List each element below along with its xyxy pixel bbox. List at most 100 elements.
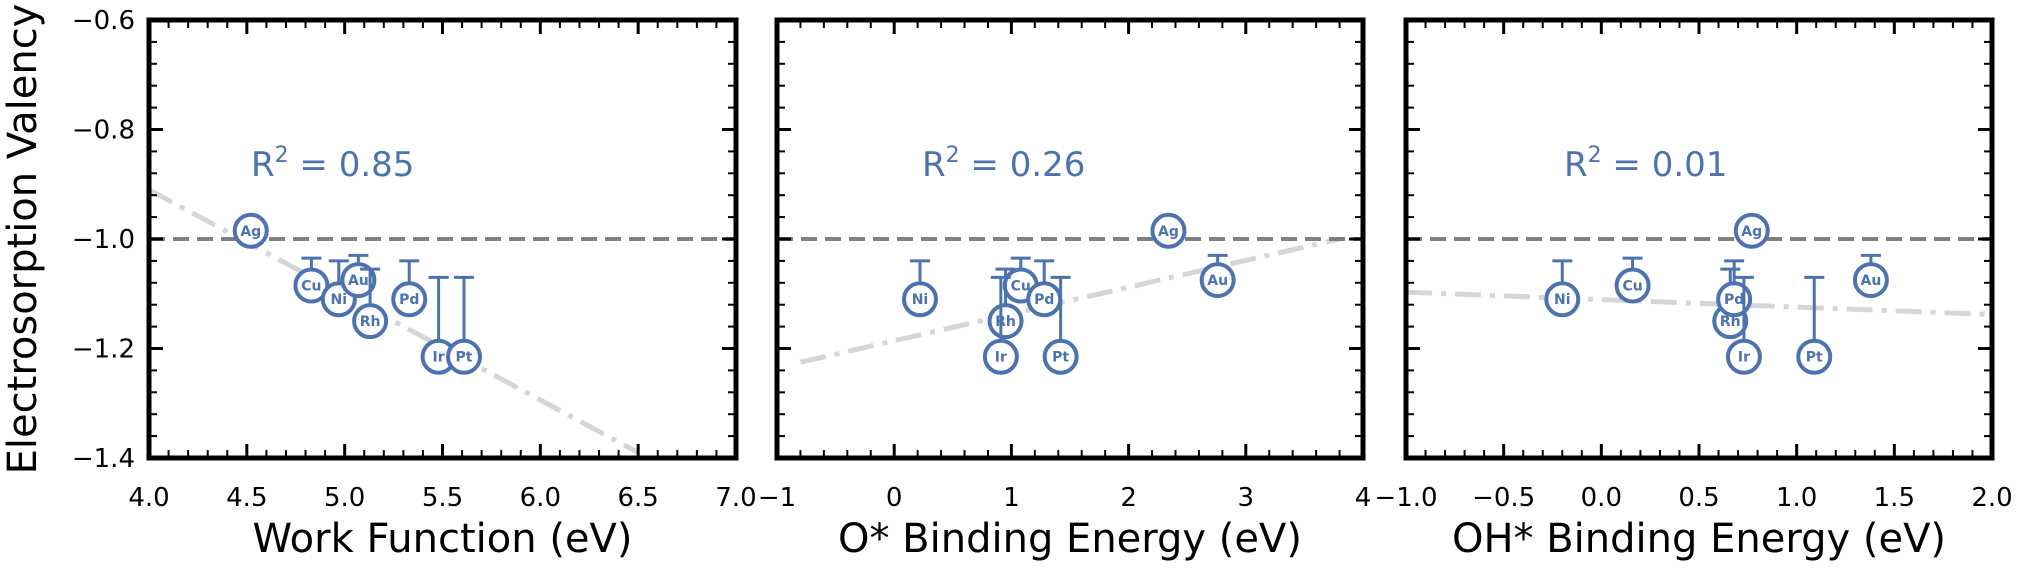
point-marker bbox=[1614, 267, 1651, 304]
point-marker bbox=[1733, 212, 1770, 249]
r2-annotation: R2 = 0.26 bbox=[922, 143, 1085, 185]
x-axis-label: O* Binding Energy (eV) bbox=[838, 516, 1302, 562]
data-point-pd: Pd bbox=[391, 259, 428, 318]
data-point-pt: Pt bbox=[1796, 275, 1833, 375]
point-label: Cu bbox=[1622, 279, 1642, 295]
y-tick-label: −0.8 bbox=[72, 116, 135, 146]
x-tick-label: −0.5 bbox=[1472, 483, 1535, 513]
panel-3: Ag Au Ni Cu Rh Pd Ir Pt R2 = 0.01 −1.0 −0.5 0.0 0.5 1… bbox=[1374, 17, 2013, 562]
point-label: Pd bbox=[399, 292, 419, 308]
data-point-cu: Cu bbox=[1614, 256, 1651, 304]
point-marker bbox=[352, 303, 389, 340]
x-tick-label: 1 bbox=[1003, 483, 1020, 513]
point-marker bbox=[901, 281, 938, 318]
x-axis-label: Work Function (eV) bbox=[252, 516, 632, 562]
point-label: Pd bbox=[1724, 292, 1744, 308]
point-label: Cu bbox=[1011, 279, 1031, 295]
y-axis-label: Electrosorption Valency bbox=[0, 4, 46, 475]
point-marker bbox=[1852, 262, 1889, 299]
data-point-ag: Ag bbox=[1733, 212, 1770, 249]
x-tick-label: 0 bbox=[886, 483, 903, 513]
x-tick-label: 5.5 bbox=[422, 483, 463, 513]
y-tick-label: −1.4 bbox=[72, 444, 135, 474]
data-point-ir: Ir bbox=[982, 275, 1019, 375]
data-point-cu: Cu bbox=[293, 256, 330, 304]
point-marker bbox=[232, 212, 269, 249]
point-label: Au bbox=[348, 273, 369, 289]
y-tick-label: −1.2 bbox=[72, 335, 135, 365]
axes-frame bbox=[1403, 17, 1995, 461]
data-point-ni: Ni bbox=[901, 259, 938, 318]
data-point-au: Au bbox=[1199, 253, 1236, 299]
point-label: Ir bbox=[433, 350, 445, 366]
x-tick-label: −1 bbox=[758, 483, 796, 513]
point-label: Ir bbox=[995, 350, 1007, 366]
point-label: Ir bbox=[1738, 350, 1750, 366]
x-axis-label: OH* Binding Energy (eV) bbox=[1452, 516, 1946, 562]
point-marker bbox=[1544, 281, 1581, 318]
x-tick-label: 5.0 bbox=[324, 483, 365, 513]
point-label: Ag bbox=[1741, 224, 1762, 240]
point-marker bbox=[340, 262, 377, 299]
plot-area: Ag Au Ni Cu Rh Pd Ir Pt bbox=[1406, 212, 1992, 375]
point-label: Ni bbox=[1554, 292, 1571, 308]
data-point-ag: Ag bbox=[232, 212, 269, 249]
point-label: Pt bbox=[1806, 350, 1823, 366]
data-point-rh: Rh bbox=[352, 267, 389, 340]
data-point-pd: Pd bbox=[1716, 259, 1753, 318]
axes-frame bbox=[146, 17, 739, 461]
r2-annotation: R2 = 0.85 bbox=[251, 143, 414, 185]
point-marker bbox=[1796, 338, 1833, 375]
point-label: Rh bbox=[995, 314, 1016, 330]
panel-2: Ag Au Ni Cu Rh Pd Ir Pt R2 = 0.26 −1 0 1 2 3 4 O* Bindi… bbox=[758, 17, 1372, 562]
point-label: Ni bbox=[331, 292, 348, 308]
axes-frame bbox=[774, 17, 1366, 461]
point-marker bbox=[446, 338, 483, 375]
x-tick-label: 0.0 bbox=[1581, 483, 1622, 513]
fit-line bbox=[799, 236, 1341, 365]
x-tick-label: 0.5 bbox=[1678, 483, 1719, 513]
x-tick-label: 1.0 bbox=[1776, 483, 1817, 513]
r2-annotation: R2 = 0.01 bbox=[1564, 143, 1727, 185]
point-label: Ni bbox=[912, 292, 929, 308]
data-point-pt: Pt bbox=[1042, 275, 1079, 375]
fit-line bbox=[149, 187, 640, 455]
data-point-au: Au bbox=[1852, 253, 1889, 299]
point-marker bbox=[1042, 338, 1079, 375]
data-point-ir: Ir bbox=[420, 275, 457, 375]
point-label: Au bbox=[1207, 273, 1228, 289]
x-tick-label: 3 bbox=[1238, 483, 1255, 513]
point-label: Rh bbox=[360, 314, 381, 330]
x-tick-label: 2 bbox=[1120, 483, 1137, 513]
y-tick-label: −0.6 bbox=[72, 6, 135, 36]
x-tick-label: 4.0 bbox=[128, 483, 169, 513]
x-tick-label: 1.5 bbox=[1874, 483, 1915, 513]
point-label: Ag bbox=[1158, 224, 1179, 240]
data-point-ni: Ni bbox=[1544, 259, 1581, 318]
point-label: Pt bbox=[456, 350, 473, 366]
point-label: Rh bbox=[1720, 314, 1741, 330]
point-label: Pd bbox=[1034, 292, 1054, 308]
x-tick-label: 2.0 bbox=[1971, 483, 2012, 513]
point-marker bbox=[982, 338, 1019, 375]
data-point-pd: Pd bbox=[1026, 259, 1063, 318]
point-marker bbox=[391, 281, 428, 318]
data-point-ir: Ir bbox=[1725, 275, 1762, 375]
point-marker bbox=[1716, 281, 1753, 318]
point-marker bbox=[1150, 212, 1187, 249]
plot-area: Ag Au Ni Cu Rh Pd Ir Pt bbox=[777, 212, 1363, 375]
x-tick-label: 6.0 bbox=[520, 483, 561, 513]
point-label: Ag bbox=[240, 224, 261, 240]
x-tick-label: −1.0 bbox=[1374, 483, 1437, 513]
point-label: Cu bbox=[301, 279, 321, 295]
x-tick-label: 7.0 bbox=[715, 483, 756, 513]
x-tick-label: 4.5 bbox=[226, 483, 267, 513]
data-point-pt: Pt bbox=[446, 275, 483, 375]
data-point-ag: Ag bbox=[1150, 212, 1187, 249]
x-tick-label: 4 bbox=[1355, 483, 1372, 513]
point-label: Au bbox=[1860, 273, 1881, 289]
point-marker bbox=[1725, 338, 1762, 375]
